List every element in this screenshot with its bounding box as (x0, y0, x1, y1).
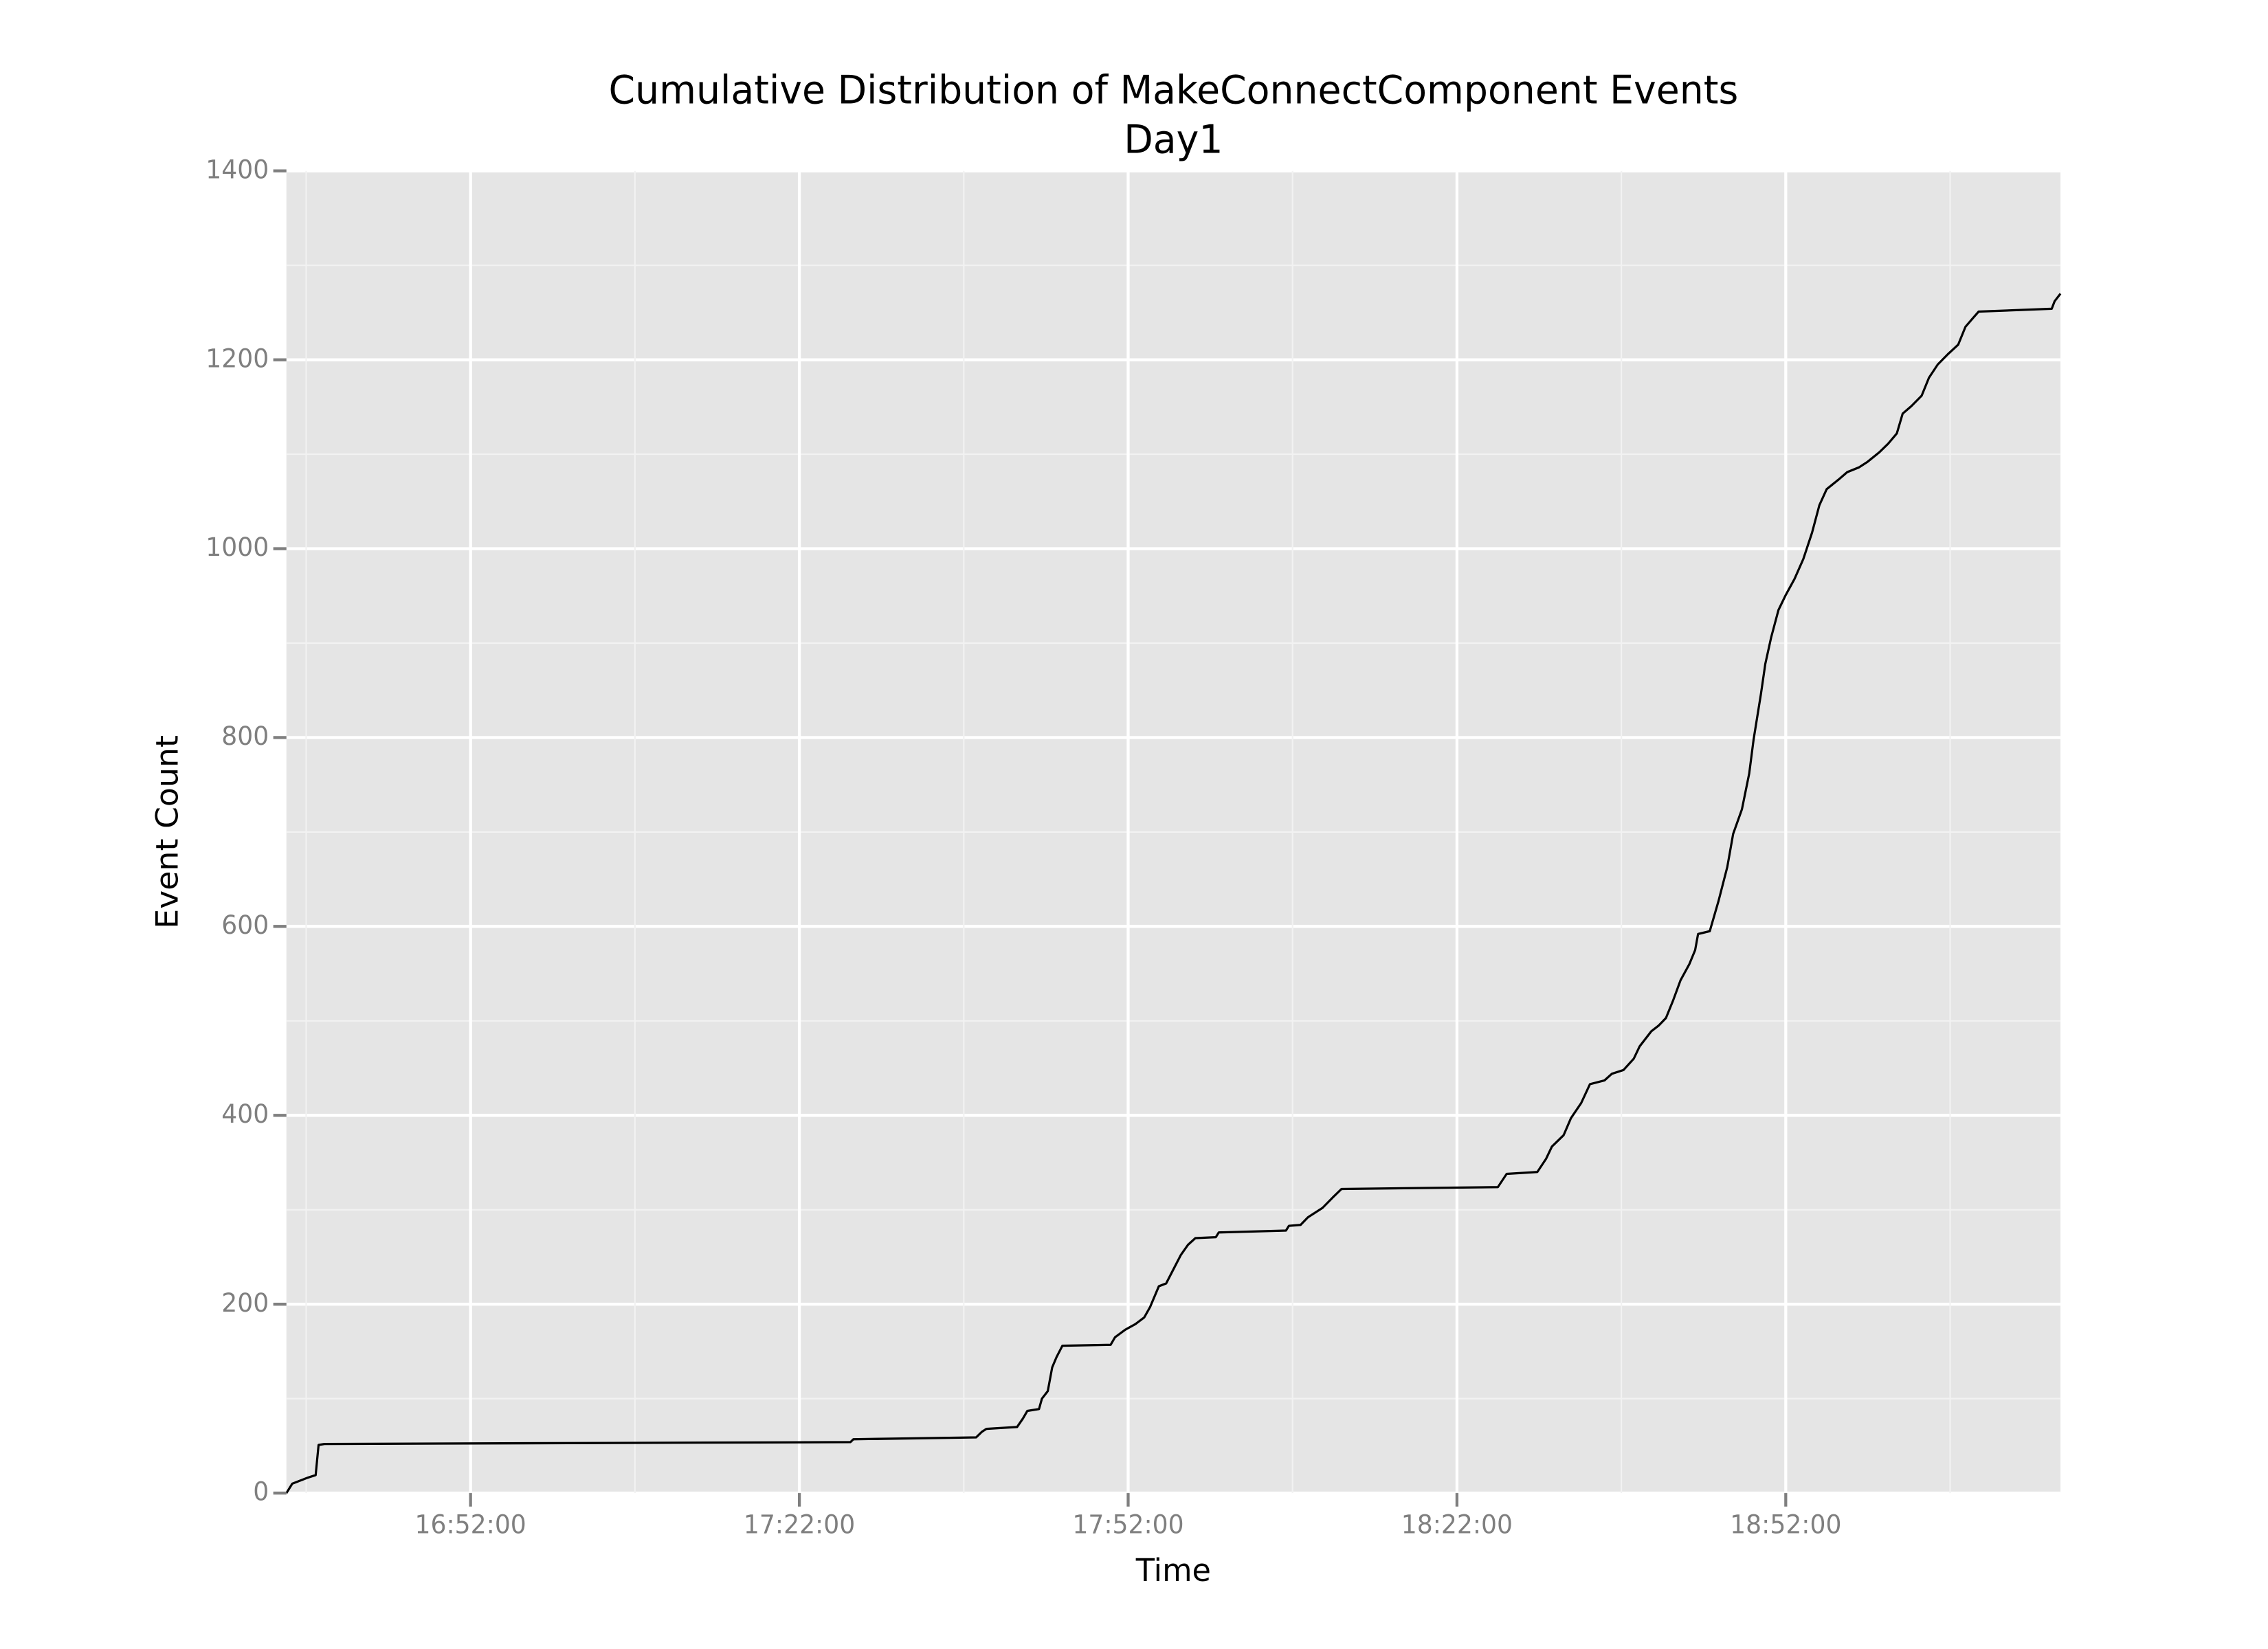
x-tick-label: 17:22:00 (744, 1510, 855, 1540)
y-tick-label: 1000 (205, 532, 269, 563)
y-tick-label: 600 (221, 910, 269, 941)
x-tick-label: 18:22:00 (1401, 1510, 1513, 1540)
chart-subtitle: Day1 (1124, 117, 1223, 163)
x-tick-label: 17:52:00 (1072, 1510, 1183, 1540)
y-tick-label: 400 (221, 1099, 269, 1129)
y-tick-label: 0 (253, 1477, 269, 1507)
y-tick-label: 200 (221, 1288, 269, 1318)
x-tick-label: 18:52:00 (1730, 1510, 1841, 1540)
x-axis-label: Time (1135, 1551, 1211, 1589)
x-tick-label: 16:52:00 (415, 1510, 526, 1540)
data-line (285, 293, 2062, 1494)
y-tick-label: 800 (221, 721, 269, 752)
y-tick-label: 1400 (205, 155, 269, 185)
chart-title: Cumulative Distribution of MakeConnectCo… (609, 68, 1739, 113)
y-axis-label: Event Count (149, 735, 185, 929)
y-tick-label: 1200 (205, 344, 269, 374)
